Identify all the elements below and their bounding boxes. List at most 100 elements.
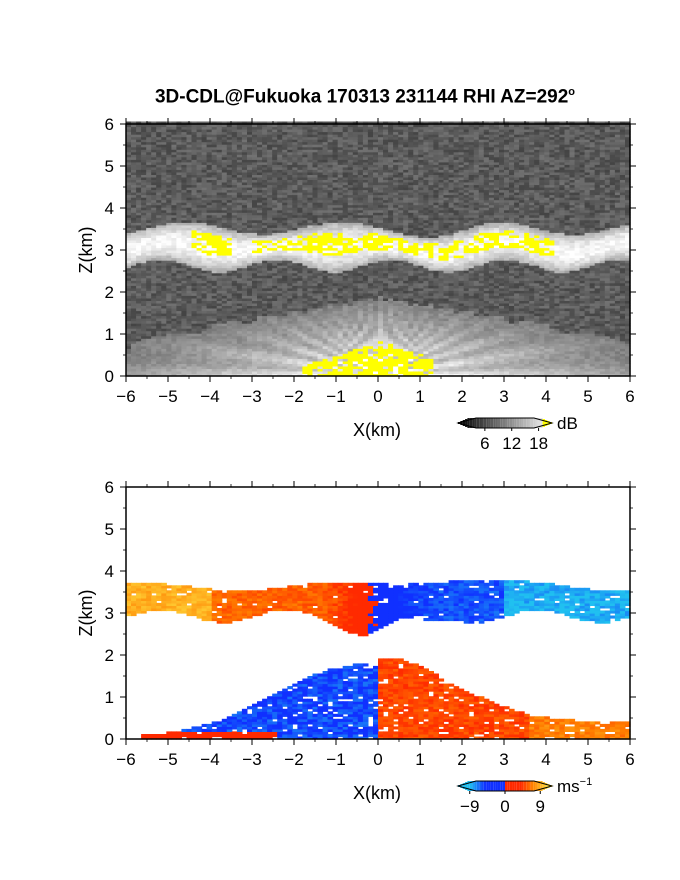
refl-cell [221,202,228,206]
refl-cell [292,277,298,281]
refl-cell [317,237,324,241]
refl-cell [357,129,364,133]
refl-cell [362,124,369,128]
refl-cell [277,358,283,362]
refl-cell [126,285,132,289]
refl-cell [191,282,198,286]
refl-cell [176,318,182,322]
refl-cell [317,333,324,337]
refl-cell [272,247,278,251]
refl-cell [161,272,167,276]
refl-cell [357,300,364,304]
refl-cell [186,146,193,150]
refl-cell [292,250,298,254]
refl-cell [287,371,293,375]
refl-cell [292,189,298,193]
refl-cell [236,325,243,329]
refl-cell [287,250,293,254]
refl-cell [201,161,208,165]
refl-cell [146,328,152,332]
refl-cell [312,176,319,180]
refl-cell [226,141,233,145]
refl-cell [332,365,339,369]
refl-cell [166,144,172,148]
refl-cell [297,295,303,299]
refl-cell [231,265,238,269]
refl-cell [307,237,313,241]
refl-cell [141,156,147,160]
refl-cell [176,365,182,369]
refl-cell [221,315,228,319]
refl-cell [257,245,263,249]
refl-cell [136,134,142,138]
refl-cell [186,194,193,198]
refl-cell [216,297,223,301]
refl-cell [176,335,182,339]
refl-cell [347,320,354,324]
refl-cell [221,333,228,337]
refl-cell [126,227,132,231]
refl-cell [171,229,177,233]
refl-cell [342,343,349,347]
refl-cell [191,348,198,352]
refl-cell [252,164,258,168]
refl-cell [327,285,334,289]
refl-cell [367,308,374,312]
refl-cell [136,171,142,175]
refl-cell [191,371,198,375]
refl-cell [211,308,218,312]
refl-cell [267,234,273,238]
refl-cell [136,290,142,294]
refl-cell [231,182,238,186]
refl-cell [277,250,283,254]
refl-cell [287,179,293,183]
refl-cell [131,360,137,364]
refl-cell [322,189,329,193]
refl-cell [171,192,177,196]
refl-cell [252,169,258,173]
refl-cell [141,292,147,296]
refl-cell [161,129,167,133]
refl-cell [367,267,374,271]
refl-cell [146,239,152,243]
refl-cell [181,343,187,347]
refl-cell [231,320,238,324]
refl-cell [211,270,218,274]
refl-cell [226,189,233,193]
refl-cell [307,348,313,352]
refl-cell [302,275,308,279]
refl-cell [262,348,268,352]
refl-cell [141,217,147,221]
refl-cell [332,323,339,327]
refl-cell [282,224,288,228]
refl-cell [241,272,248,276]
refl-cell [201,290,208,294]
refl-cell [247,194,253,198]
refl-cell [297,280,303,284]
refl-cell [322,350,329,354]
refl-cell [317,245,324,249]
refl-cell [367,156,374,160]
refl-cell [292,134,298,138]
refl-cell [367,159,374,163]
refl-cell [201,182,208,186]
refl-cell [367,239,374,243]
refl-cell [236,335,243,339]
refl-cell [136,305,142,309]
refl-cell [272,302,278,306]
refl-cell [367,373,374,377]
refl-cell [262,275,268,279]
refl-cell [277,217,283,221]
refl-cell [196,194,203,198]
refl-cell [171,280,177,284]
refl-cell [312,328,319,332]
refl-cell [342,247,349,251]
refl-cell [272,290,278,294]
refl-cell [282,330,288,334]
refl-cell [352,308,359,312]
refl-cell [236,194,243,198]
refl-cell [211,182,218,186]
refl-cell [252,161,258,165]
refl-cell [262,282,268,286]
refl-cell [216,287,223,291]
